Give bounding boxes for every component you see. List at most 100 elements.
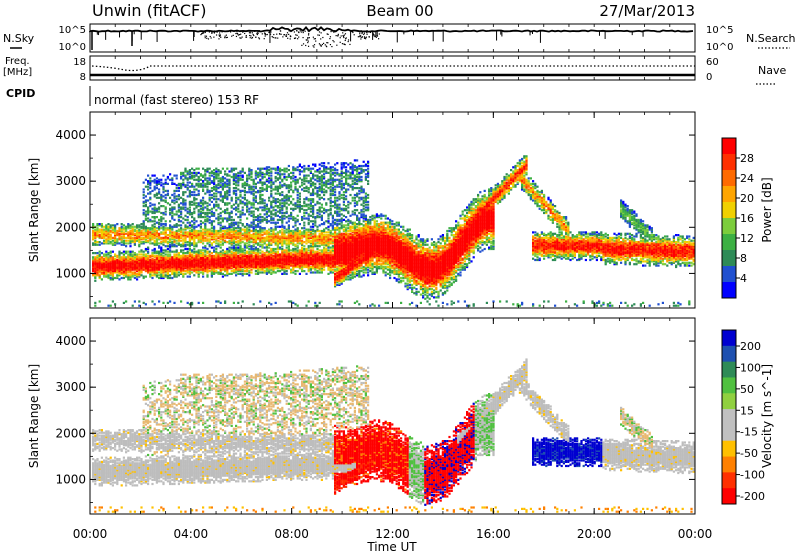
heatmap-cell <box>99 274 101 276</box>
nsky-point <box>323 43 324 44</box>
heatmap-cell <box>132 223 134 225</box>
heatmap-cell <box>178 229 180 231</box>
nsky-point <box>330 36 331 37</box>
heatmap-cell <box>167 183 169 185</box>
heatmap-cell <box>145 195 147 197</box>
heatmap-cell <box>145 276 147 278</box>
nsky-point <box>320 44 321 45</box>
heatmap-cell <box>105 253 107 255</box>
nsky-point <box>224 36 225 37</box>
heatmap-cell <box>134 233 136 235</box>
heatmap-cell <box>145 248 147 250</box>
heatmap-cell <box>189 201 191 203</box>
nsky-point <box>333 32 334 33</box>
heatmap-cell <box>94 256 96 258</box>
heatmap-cell <box>151 175 153 177</box>
heatmap-cell <box>121 235 123 237</box>
heatmap-cell <box>114 224 116 226</box>
heatmap-cell <box>149 211 151 213</box>
heatmap-cell <box>165 213 167 215</box>
heatmap-cell <box>176 253 178 255</box>
heatmap-cell <box>143 205 145 207</box>
freq-series <box>90 66 695 75</box>
nsky-point <box>222 31 223 32</box>
heatmap-cell <box>191 224 193 226</box>
heatmap-cell <box>160 216 162 218</box>
heatmap-cell <box>184 248 186 250</box>
nsky-point <box>240 30 241 31</box>
heatmap-cell <box>158 242 160 244</box>
heatmap-cell <box>138 300 140 302</box>
heatmap-cell <box>165 253 167 255</box>
heatmap-cell <box>138 256 140 258</box>
heatmap-cell <box>176 195 178 197</box>
nsky-point <box>226 35 227 36</box>
nsky-point <box>206 38 207 39</box>
heatmap-cell <box>140 253 142 255</box>
heatmap-cell <box>191 194 193 196</box>
nsky-point <box>298 31 299 32</box>
nsky-point <box>254 31 255 32</box>
title-right: 27/Mar/2013 <box>599 2 695 20</box>
heatmap-cell <box>187 187 189 189</box>
heatmap-cell <box>160 184 162 186</box>
heatmap-cell <box>149 259 151 261</box>
nsky-point <box>255 37 256 38</box>
heatmap-cell <box>169 173 171 175</box>
nsky-point <box>202 31 203 32</box>
heatmap-cell <box>143 209 145 211</box>
heatmap-cell <box>176 245 178 247</box>
heatmap-cell <box>92 256 94 258</box>
heatmap-cell <box>143 253 145 255</box>
heatmap-cell <box>187 222 189 224</box>
nsky-point <box>267 34 268 35</box>
heatmap-cell <box>96 255 98 257</box>
heatmap-cell <box>165 256 167 258</box>
heatmap-cell <box>162 231 164 233</box>
heatmap-cell <box>105 251 107 253</box>
nsky-point <box>344 35 345 36</box>
heatmap-cell <box>140 241 142 243</box>
nsky-point <box>329 38 330 39</box>
heatmap-cell <box>184 244 186 246</box>
heatmap-cell <box>184 219 186 221</box>
heatmap-cell <box>191 204 193 206</box>
heatmap-cell <box>118 227 120 229</box>
nsky-point <box>244 33 245 34</box>
heatmap-cell <box>169 208 171 210</box>
nsky-point <box>307 37 308 38</box>
nsky-point <box>342 32 343 33</box>
heatmap-cell <box>156 227 158 229</box>
heatmap-cell <box>160 241 162 243</box>
heatmap-cell <box>151 300 153 302</box>
heatmap-cell <box>134 300 136 302</box>
heatmap-cell <box>162 252 164 254</box>
heatmap-cell <box>180 216 182 218</box>
heatmap-cell <box>182 238 184 240</box>
heatmap-cell <box>173 224 175 226</box>
heatmap-cell <box>140 274 142 276</box>
heatmap-cell <box>160 179 162 181</box>
freq-panel <box>90 56 695 80</box>
heatmap-cell <box>149 202 151 204</box>
heatmap-cell <box>121 226 123 228</box>
heatmap-cell <box>184 224 186 226</box>
heatmap-cell <box>162 223 164 225</box>
heatmap-cell <box>167 253 169 255</box>
heatmap-cell <box>156 180 158 182</box>
nsky-point <box>283 34 284 35</box>
nsky-point <box>297 35 298 36</box>
nsky-point <box>366 30 367 31</box>
heatmap-cell <box>116 255 118 257</box>
nsky-point <box>250 37 251 38</box>
heatmap-cell <box>158 179 160 181</box>
heatmap-cell <box>110 251 112 253</box>
nsky-point <box>322 37 323 38</box>
heatmap-cell <box>125 256 127 258</box>
heatmap-cell <box>92 230 94 232</box>
nsky-point <box>317 34 318 35</box>
heatmap-cell <box>178 233 180 235</box>
heatmap-cell <box>121 256 123 258</box>
heatmap-cell <box>158 188 160 190</box>
nsky-point <box>230 31 231 32</box>
